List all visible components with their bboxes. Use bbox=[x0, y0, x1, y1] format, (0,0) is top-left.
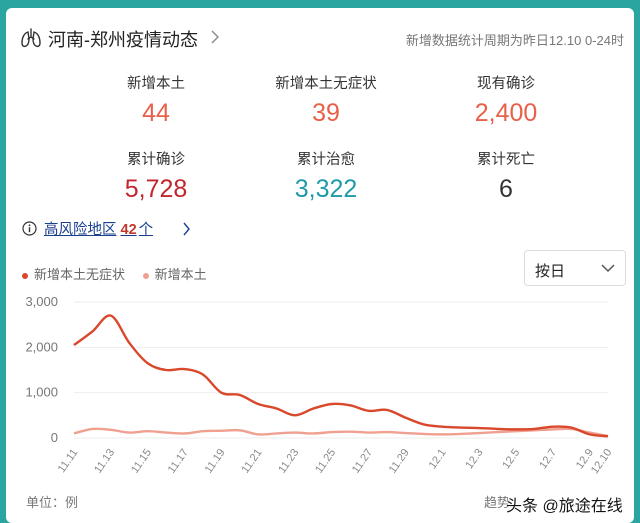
stat-value: 6 bbox=[499, 175, 513, 203]
info-icon bbox=[22, 221, 37, 236]
chevron-down-icon bbox=[601, 264, 615, 273]
risk-count: 42 bbox=[120, 222, 137, 238]
stat-new-local: 新增本土 44 bbox=[66, 72, 246, 128]
x-tick-label: 11.17 bbox=[166, 447, 191, 476]
unit-label: 单位：例 bbox=[26, 495, 79, 510]
stat-current-confirmed: 现有确诊 2,400 bbox=[416, 72, 596, 128]
stat-new-asymptomatic: 新增本土无症状 39 bbox=[236, 72, 416, 128]
chevron-right-icon bbox=[211, 30, 219, 44]
stat-value: 3,322 bbox=[294, 175, 358, 203]
legend-label: 新增本土 bbox=[154, 267, 207, 282]
chart-legend: 新增本土无症状 新增本土 bbox=[22, 264, 221, 283]
x-tick-label: 11.11 bbox=[56, 447, 81, 475]
risk-label-text: 高风险地区 bbox=[44, 222, 117, 238]
epidemic-card: 河南-郑州疫情动态 新增数据统计周期为昨日12.10 0-24时 新增本土 44… bbox=[6, 8, 634, 523]
page-title: 河南-郑州疫情动态 bbox=[48, 30, 198, 50]
stat-value: 5,728 bbox=[124, 175, 188, 203]
x-tick-label: 12.5 bbox=[500, 447, 522, 471]
x-tick-label: 12.3 bbox=[463, 447, 485, 471]
header[interactable]: 河南-郑州疫情动态 新增数据统计周期为昨日12.10 0-24时 bbox=[20, 24, 624, 54]
trend-label: 趋势 bbox=[484, 495, 511, 510]
x-tick-label: 11.21 bbox=[239, 447, 264, 476]
stat-label: 新增本土 bbox=[127, 76, 185, 92]
watermark: 头条 @旅途在线 bbox=[506, 498, 623, 515]
stat-label: 新增本土无症状 bbox=[275, 76, 377, 92]
stat-value: 44 bbox=[142, 99, 170, 127]
stat-label: 现有确诊 bbox=[477, 76, 535, 92]
lungs-icon bbox=[21, 28, 41, 48]
stat-total-deaths: 累计死亡 6 bbox=[416, 148, 596, 204]
x-tick-label: 12.7 bbox=[537, 447, 559, 471]
x-tick-label: 11.15 bbox=[129, 447, 154, 476]
stat-total-recovered: 累计治愈 3,322 bbox=[236, 148, 416, 204]
stat-value: 39 bbox=[312, 99, 340, 127]
y-tick-label: 1,000 bbox=[25, 385, 58, 400]
chevron-right-icon bbox=[183, 222, 190, 236]
legend-dot bbox=[142, 272, 149, 279]
risk-unit: 个 bbox=[138, 222, 154, 238]
x-tick-label: 11.25 bbox=[313, 447, 338, 476]
legend-item-asymptomatic[interactable]: 新增本土无症状 bbox=[22, 264, 125, 283]
y-tick-label: 0 bbox=[51, 430, 58, 445]
trend-chart: 0 1,000 2,000 3,000 11.11 11.13 11.15 11.17 11.1… bbox=[25, 294, 615, 476]
x-tick-label: 11.19 bbox=[203, 447, 228, 476]
legend-dot bbox=[22, 272, 28, 279]
stat-value: 2,400 bbox=[474, 99, 538, 127]
x-tick-label: 11.27 bbox=[350, 447, 375, 476]
x-tick-label: 12.10 bbox=[589, 447, 615, 476]
x-tick-label: 11.29 bbox=[387, 447, 412, 476]
stat-label: 累计治愈 bbox=[297, 152, 355, 168]
select-value: 按日 bbox=[535, 263, 566, 280]
x-tick-label: 11.13 bbox=[92, 447, 117, 476]
y-tick-label: 2,000 bbox=[25, 339, 58, 354]
high-risk-label[interactable]: 高风险地区 42 个 bbox=[44, 218, 153, 239]
stat-label: 累计死亡 bbox=[477, 152, 535, 168]
stat-total-confirmed: 累计确诊 5,728 bbox=[66, 148, 246, 204]
legend-label: 新增本土无症状 bbox=[34, 267, 126, 282]
granularity-select[interactable]: 按日 bbox=[524, 250, 626, 286]
x-tick-label: 11.23 bbox=[276, 447, 301, 476]
y-tick-label: 3,000 bbox=[25, 294, 58, 309]
stat-period-note: 新增数据统计周期为昨日12.10 0-24时 bbox=[405, 33, 624, 48]
x-tick-label: 12.1 bbox=[427, 447, 449, 471]
series-line bbox=[73, 314, 609, 438]
stat-label: 累计确诊 bbox=[127, 152, 185, 168]
legend-item-local[interactable]: 新增本土 bbox=[142, 264, 207, 283]
series-line bbox=[73, 427, 609, 438]
